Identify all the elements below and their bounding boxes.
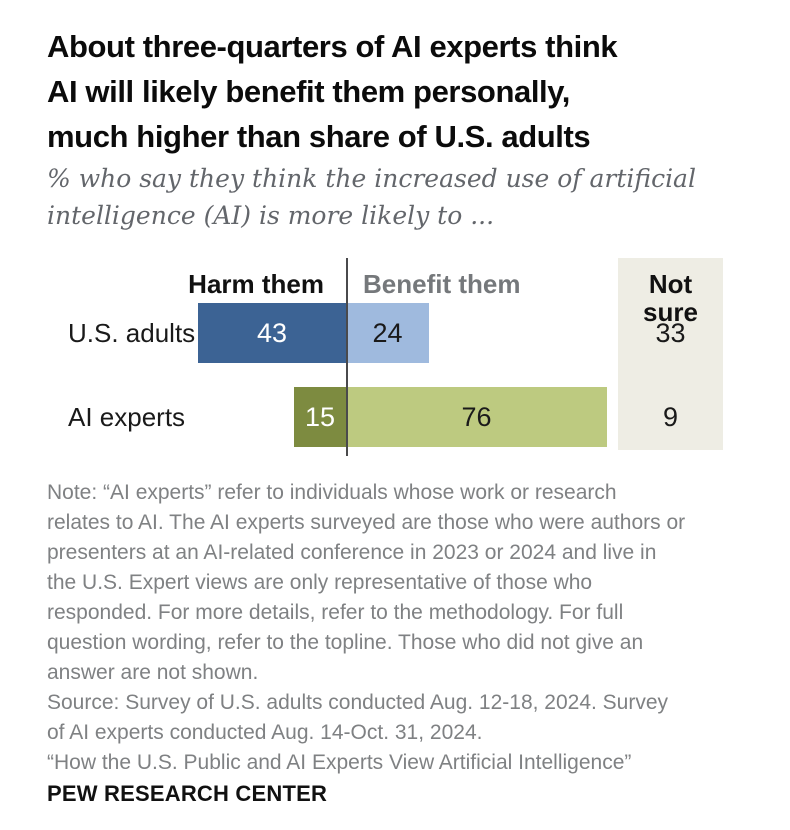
row-label-us-adults: U.S. adults	[68, 318, 196, 348]
not-sure-column-background	[618, 258, 723, 450]
not-sure-value: 9	[662, 402, 679, 432]
column-header-benefit: Benefit them	[363, 269, 521, 299]
chart-subtitle: % who say they think the increased use o…	[47, 164, 696, 230]
column-header-harm: Harm them	[188, 269, 324, 299]
harm-bar-segment: 15	[294, 387, 346, 447]
chart-canvas: Harm them Benefit them Not sure U.S. adu…	[47, 250, 747, 462]
not-sure-value: 33	[655, 318, 686, 348]
note-text: Note: “AI experts” refer to individuals …	[47, 481, 686, 684]
row-label-ai-experts: AI experts	[68, 402, 186, 432]
center-axis-line	[346, 258, 348, 456]
pew-research-center-wordmark: PEW RESEARCH CENTER	[47, 781, 328, 806]
benefit-bar-segment: 76	[346, 387, 607, 447]
column-header-not-sure: Not sure	[643, 269, 698, 327]
page-title: About three-quarters of AI experts think…	[47, 29, 618, 154]
benefit-bar-segment: 24	[346, 303, 429, 363]
report-title-text: “How the U.S. Public and AI Experts View…	[47, 751, 632, 774]
source-text: Source: Survey of U.S. adults conducted …	[47, 691, 669, 744]
harm-bar-segment: 43	[198, 303, 346, 363]
